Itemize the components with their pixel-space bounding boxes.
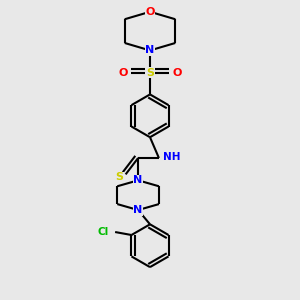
Text: S: S [146, 68, 154, 78]
Text: NH: NH [164, 152, 181, 161]
Text: O: O [172, 68, 182, 78]
Text: N: N [146, 45, 154, 56]
Text: N: N [134, 205, 143, 215]
Text: S: S [116, 172, 124, 182]
Text: Cl: Cl [98, 227, 109, 237]
Text: N: N [134, 175, 143, 185]
Text: O: O [118, 68, 128, 78]
Text: O: O [145, 7, 155, 17]
